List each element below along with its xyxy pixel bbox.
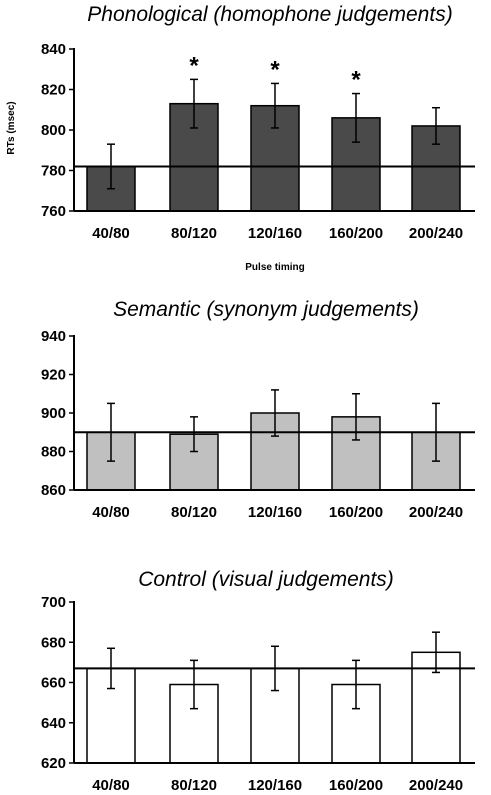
chart-1-errorbar-120-160 [271,82,279,129]
chart-1-category-label-80-120: 80/120 [171,225,217,242]
chart-3-category-label-120-160: 120/160 [248,777,302,794]
chart-2-category-label-200-240: 200/240 [409,504,463,521]
chart-1-bar-160-200 [331,117,381,212]
chart-1-x-axis-label: Pulse timing [245,262,304,273]
chart-1-category-label-200-240: 200/240 [409,225,463,242]
chart-2-category-label-160-200: 160/200 [329,504,383,521]
chart-1-category-label-120-160: 120/160 [248,225,302,242]
chart-2-category-label-80-120: 80/120 [171,504,217,521]
chart-1-significance-marker-160-200: * [351,67,361,94]
chart-1-ytick-label-760: 760 [41,203,66,220]
chart-2-title: Semantic (synonym judgements) [113,298,419,321]
chart-1-ytick-label-820: 820 [41,82,66,99]
chart-1-errorbar-160-200 [352,92,360,143]
chart-3-errorbar-200-240 [432,631,440,674]
chart-2-ytick-label-920: 920 [41,367,66,384]
chart-1-errorbar-80-120 [190,78,198,129]
chart-2-category-label-120-160: 120/160 [248,504,302,521]
chart-2-bar-80-120 [169,433,219,491]
chart-1-ytick-label-840: 840 [41,41,66,58]
chart-3-category-label-40-80: 40/80 [92,777,130,794]
chart-3-ytick-label-680: 680 [41,634,66,651]
chart-3-ytick-label-660: 660 [41,675,66,692]
chart-1-category-label-160-200: 160/200 [329,225,383,242]
chart-3-ytick-label-620: 620 [41,755,66,772]
chart-2-ytick-label-860: 860 [41,482,66,499]
chart-2-errorbar-120-160 [271,389,279,437]
chart-1-significance-marker-120-160: * [270,56,280,83]
chart-1-title: Phonological (homophone judgements) [87,3,452,26]
chart-2-ytick-label-880: 880 [41,444,66,461]
chart-3-category-label-160-200: 160/200 [329,777,383,794]
chart-3-ytick-label-640: 640 [41,715,66,732]
chart-3-category-label-200-240: 200/240 [409,777,463,794]
chart-2-ytick-label-940: 940 [41,328,66,345]
chart-1-ytick-label-780: 780 [41,163,66,180]
chart-2-category-label-40-80: 40/80 [92,504,130,521]
chart-2-errorbar-80-120 [190,416,198,453]
chart-1-y-axis-label: RTs (msec) [6,101,17,154]
chart-1-category-label-40-80: 40/80 [92,225,130,242]
chart-1-ytick-label-800: 800 [41,122,66,139]
chart-2-ytick-label-900: 900 [41,405,66,422]
chart-1-significance-marker-80-120: * [189,52,199,79]
chart-3-category-label-80-120: 80/120 [171,777,217,794]
chart-1-errorbar-200-240 [432,106,440,145]
chart-3-title: Control (visual judgements) [138,568,394,591]
chart-3-ytick-label-700: 700 [41,594,66,611]
